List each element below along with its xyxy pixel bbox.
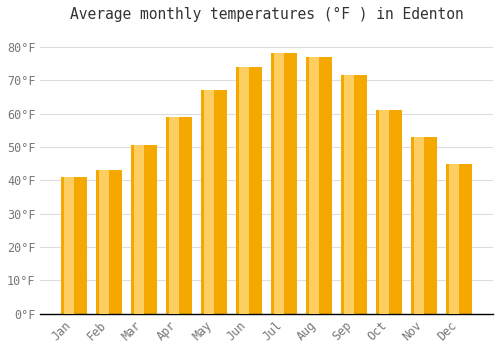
Bar	[166, 117, 192, 314]
Bar	[134, 145, 144, 314]
Bar	[446, 164, 472, 314]
Bar	[239, 67, 249, 314]
Bar	[411, 137, 438, 314]
Bar	[99, 170, 109, 314]
Bar	[414, 137, 424, 314]
Bar	[274, 54, 284, 314]
Bar	[169, 117, 179, 314]
Bar	[61, 177, 87, 314]
Bar	[450, 164, 460, 314]
Bar	[201, 90, 228, 314]
Bar	[204, 90, 214, 314]
Title: Average monthly temperatures (°F ) in Edenton: Average monthly temperatures (°F ) in Ed…	[70, 7, 464, 22]
Bar	[64, 177, 74, 314]
Bar	[271, 54, 297, 314]
Bar	[306, 57, 332, 314]
Bar	[131, 145, 157, 314]
Bar	[236, 67, 262, 314]
Bar	[376, 110, 402, 314]
Bar	[96, 170, 122, 314]
Bar	[380, 110, 390, 314]
Bar	[309, 57, 319, 314]
Bar	[344, 75, 354, 314]
Bar	[341, 75, 367, 314]
